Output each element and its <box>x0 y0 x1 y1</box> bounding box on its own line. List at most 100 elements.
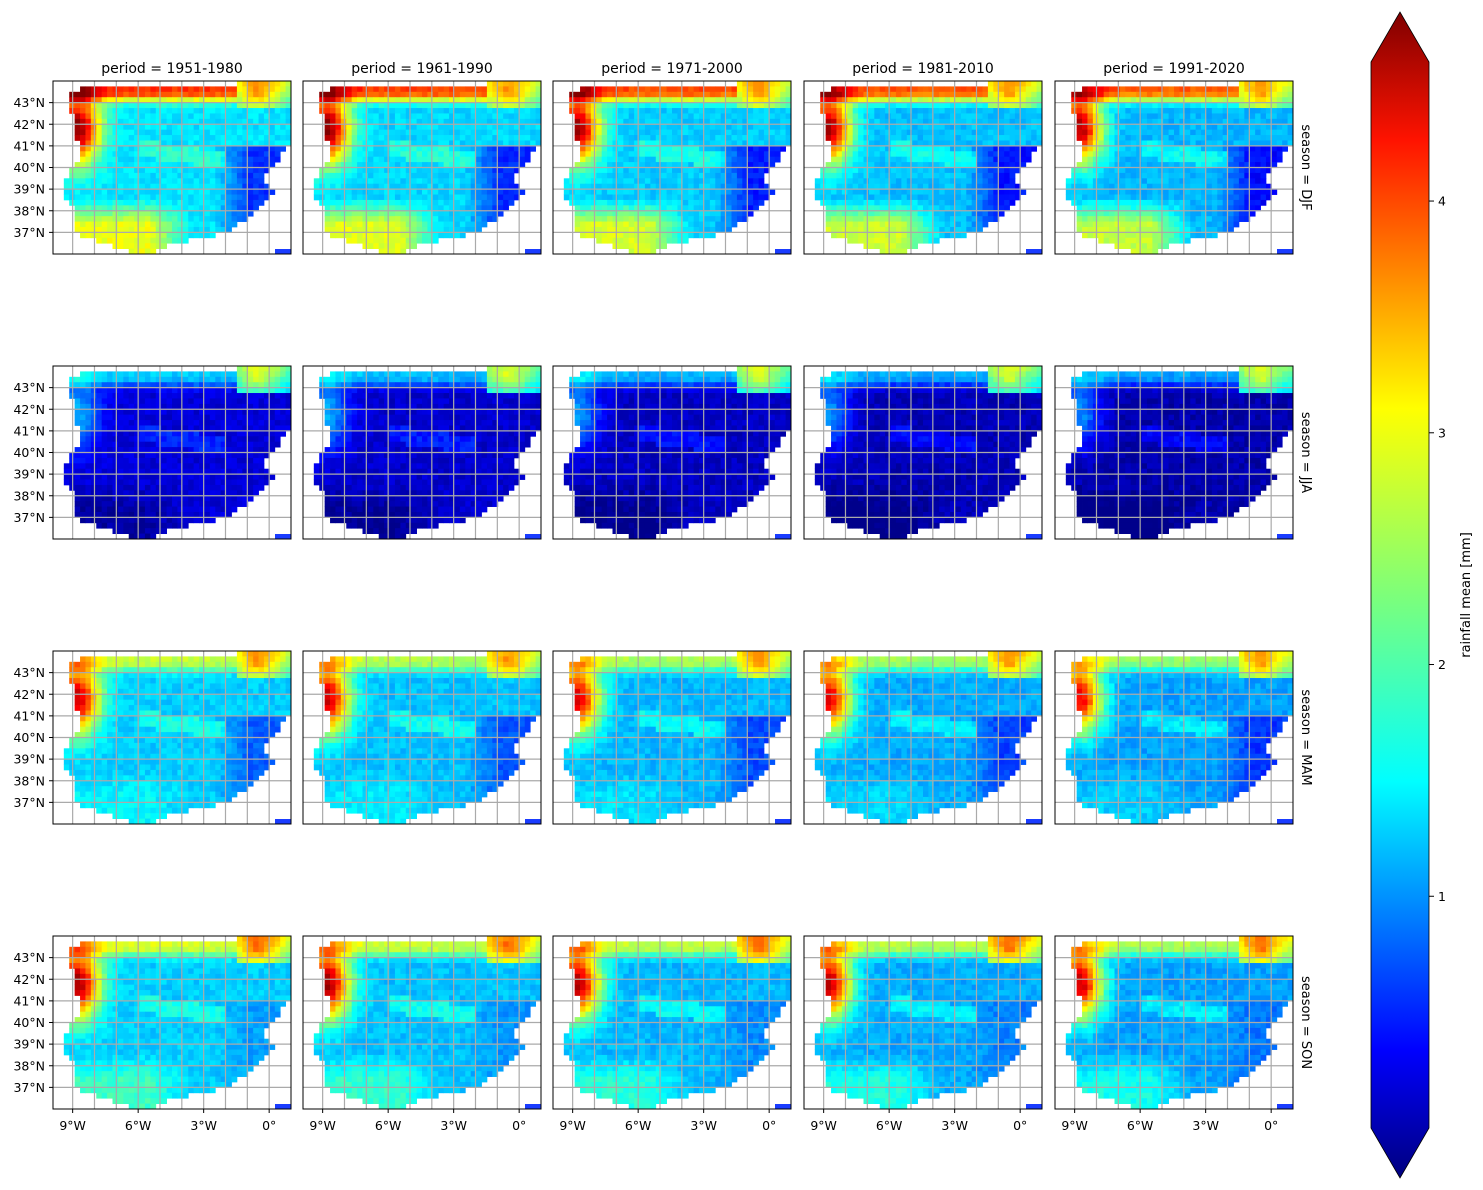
data-cell <box>891 238 897 244</box>
data-cell <box>880 243 886 249</box>
data-cell <box>575 216 581 222</box>
data-cell <box>444 216 450 222</box>
data-cell <box>357 168 363 174</box>
data-cell <box>503 151 509 157</box>
data-cell <box>183 86 189 92</box>
data-cell <box>831 211 837 217</box>
data-cell <box>613 135 619 141</box>
data-cell <box>688 157 694 163</box>
data-cell <box>580 195 586 201</box>
data-cell <box>433 92 439 98</box>
data-cell <box>1142 103 1148 109</box>
data-cell <box>346 222 352 228</box>
data-cell <box>645 108 651 114</box>
data-cell <box>123 211 129 217</box>
data-cell <box>330 168 336 174</box>
data-cell <box>623 108 629 114</box>
data-cell <box>596 108 602 114</box>
data-cell <box>1147 113 1153 119</box>
data-cell <box>759 92 765 98</box>
data-cell <box>1282 124 1288 130</box>
data-cell <box>96 168 102 174</box>
data-cell <box>842 157 848 163</box>
data-cell <box>1206 108 1212 114</box>
data-cell <box>1142 157 1148 163</box>
data-cell <box>880 178 886 184</box>
data-cell <box>683 86 689 92</box>
data-cell <box>102 238 108 244</box>
data-cell <box>1109 86 1115 92</box>
data-cell <box>858 238 864 244</box>
data-cell <box>1185 86 1191 92</box>
data-cell <box>759 113 765 119</box>
data-cell <box>955 124 961 130</box>
data-cell <box>1261 108 1267 114</box>
data-cell <box>945 86 951 92</box>
data-cell <box>118 222 124 228</box>
data-cell <box>977 130 983 136</box>
data-cell <box>390 92 396 98</box>
data-cell <box>683 151 689 157</box>
data-cell <box>907 189 913 195</box>
data-cell <box>1190 124 1196 130</box>
data-cell <box>918 157 924 163</box>
data-cell <box>710 157 716 163</box>
data-cell <box>357 130 363 136</box>
data-cell <box>656 211 662 217</box>
data-cell <box>1020 157 1026 163</box>
map-panel <box>553 81 791 254</box>
data-cell <box>1109 146 1115 152</box>
data-cell <box>585 113 591 119</box>
data-cell <box>977 92 983 98</box>
data-cell <box>123 195 129 201</box>
data-cell <box>1190 130 1196 136</box>
data-cell <box>330 195 336 201</box>
data-cell <box>1004 135 1010 141</box>
data-cell <box>683 124 689 130</box>
data-cell <box>983 103 989 109</box>
data-cell <box>465 178 471 184</box>
data-cell <box>977 211 983 217</box>
data-cell <box>476 178 482 184</box>
data-cell <box>842 130 848 136</box>
data-cell <box>847 130 853 136</box>
data-cell <box>1010 168 1016 174</box>
data-cell <box>945 130 951 136</box>
data-cell <box>1026 113 1032 119</box>
data-cell <box>482 151 488 157</box>
data-cell <box>503 86 509 92</box>
data-cell <box>433 189 439 195</box>
data-cell <box>853 135 859 141</box>
data-cell <box>775 135 781 141</box>
data-cell <box>145 232 151 238</box>
data-cell <box>433 216 439 222</box>
data-cell <box>161 124 167 130</box>
data-cell <box>269 113 275 119</box>
data-cell <box>422 195 428 201</box>
data-cell <box>934 157 940 163</box>
data-cell <box>1098 113 1104 119</box>
data-cell <box>530 124 536 130</box>
data-cell <box>1212 86 1218 92</box>
data-cell <box>885 157 891 163</box>
data-cell <box>842 200 848 206</box>
data-cell <box>482 168 488 174</box>
data-cell <box>482 108 488 114</box>
data-cell <box>406 124 412 130</box>
data-cell <box>775 151 781 157</box>
data-cell <box>618 211 624 217</box>
data-cell <box>1093 124 1099 130</box>
data-cell <box>1004 86 1010 92</box>
data-cell <box>602 92 608 98</box>
data-cell <box>1020 103 1026 109</box>
data-cell <box>634 211 640 217</box>
data-cell <box>715 168 721 174</box>
data-cell <box>1142 92 1148 98</box>
data-cell <box>1093 146 1099 152</box>
data-cell <box>1185 113 1191 119</box>
data-cell <box>661 178 667 184</box>
data-cell <box>901 173 907 179</box>
data-cell <box>945 189 951 195</box>
data-cell <box>661 195 667 201</box>
data-cell <box>923 151 929 157</box>
